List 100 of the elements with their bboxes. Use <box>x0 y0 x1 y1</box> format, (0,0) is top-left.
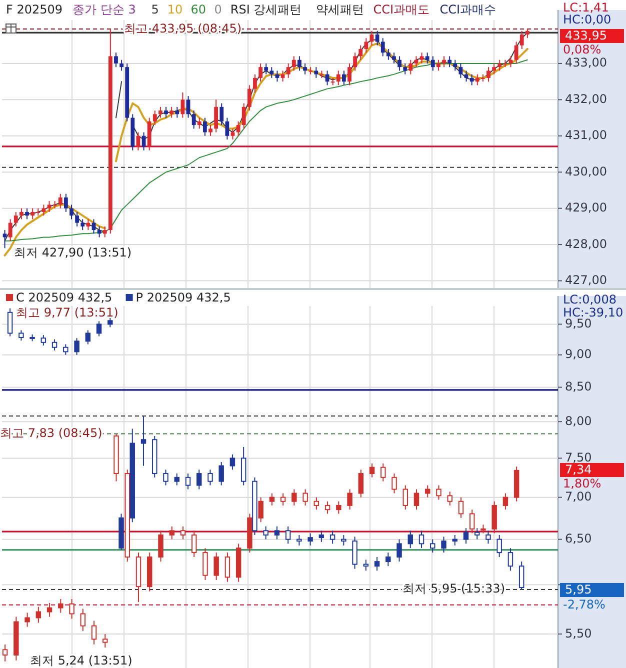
candlestick <box>225 117 230 140</box>
text: 433,95 <box>565 28 607 42</box>
candlestick <box>314 66 318 78</box>
text: LC:1,41 <box>563 0 609 14</box>
y-tick-label: 7,50 <box>565 450 592 464</box>
candlestick <box>448 56 452 68</box>
candlestick <box>342 70 346 86</box>
text: 약세패턴 <box>316 2 364 16</box>
candlestick <box>25 208 29 220</box>
candlestick <box>136 132 140 151</box>
candlestick <box>308 66 313 75</box>
candlestick <box>114 52 118 68</box>
annotation: 최고 7,83 (08:45) <box>0 426 102 440</box>
y-tick-label: 8,50 <box>565 380 592 394</box>
candlestick <box>420 52 424 64</box>
candlestick <box>286 62 290 78</box>
candlestick <box>264 62 268 75</box>
y-tick-label: 430,00 <box>565 164 607 178</box>
y-tick-label: 6,50 <box>565 532 592 546</box>
candlestick <box>430 56 435 72</box>
candlestick <box>398 56 402 72</box>
text: 60 <box>190 2 206 16</box>
candlestick <box>120 59 124 72</box>
candlestick <box>442 56 446 68</box>
text: -2,78% <box>563 597 606 612</box>
candlestick <box>52 200 57 209</box>
text: 5,95 <box>565 582 592 596</box>
candlestick <box>20 208 24 220</box>
text: CCI과매도 <box>373 2 430 16</box>
candlestick <box>242 102 246 130</box>
candlestick <box>403 62 408 75</box>
candlestick <box>270 66 274 78</box>
text: HC:0,00 <box>563 12 612 26</box>
candlestick <box>47 200 52 212</box>
y-tick-label: 428,00 <box>565 236 607 251</box>
text: 7,34 <box>565 462 592 476</box>
candlestick <box>303 62 307 75</box>
candlestick <box>353 52 358 72</box>
y-tick-label: 432,00 <box>565 92 607 106</box>
candlestick <box>220 102 224 126</box>
candlestick <box>336 70 340 86</box>
text: 0 <box>214 2 222 16</box>
candlestick <box>175 106 180 118</box>
candlestick <box>70 204 74 220</box>
y-tick-label: 433,00 <box>565 56 607 70</box>
y-tick-label: 5,50 <box>565 626 592 640</box>
candlestick <box>2 230 7 249</box>
annotation: 최고 433,95 (08:45) <box>124 21 242 36</box>
candlestick <box>142 132 146 151</box>
text: 10 <box>167 2 183 16</box>
y-tick-label: 7,00 <box>565 490 592 504</box>
candlestick <box>358 44 363 60</box>
annotation: 최저 427,90 (13:51) <box>14 245 132 260</box>
candlestick <box>80 218 85 231</box>
candlestick <box>253 74 257 93</box>
y-tick-label: 431,00 <box>565 128 607 142</box>
y-tick-label: 9,00 <box>565 347 592 362</box>
candlestick <box>514 41 518 64</box>
y-tick-label: 8,00 <box>565 414 592 428</box>
candlestick <box>152 110 157 126</box>
candlestick <box>192 110 196 130</box>
candlestick <box>425 52 430 64</box>
candlestick <box>236 120 240 136</box>
candlestick <box>58 193 62 209</box>
text: CCI과매수 <box>440 2 496 16</box>
candlestick <box>75 211 80 227</box>
annotation: 최저 5,95 (15:33) <box>402 582 505 596</box>
candlestick <box>408 59 413 75</box>
candlestick <box>364 38 368 54</box>
candlestick <box>292 56 296 72</box>
candlestick <box>247 84 252 112</box>
candlestick <box>102 226 107 238</box>
candlestick <box>380 38 385 57</box>
text: RSI 강세패턴 <box>230 2 302 16</box>
candlestick <box>86 218 90 231</box>
candlestick <box>258 62 262 82</box>
candlestick <box>458 62 463 78</box>
candlestick <box>8 218 12 242</box>
candlestick <box>298 56 302 72</box>
candlestick <box>436 59 440 72</box>
y-tick-label: 427,00 <box>565 273 607 288</box>
candlestick <box>64 193 68 212</box>
candlestick <box>158 106 162 118</box>
candlestick <box>170 106 174 118</box>
text: LC:0,008 <box>563 292 616 306</box>
candlestick <box>14 211 18 227</box>
text: 0,08% <box>563 42 602 56</box>
annotation: 최저 5,24 (13:51) <box>30 653 132 668</box>
candlestick <box>453 59 458 72</box>
legend-label: C 202509 432,5 <box>16 290 112 304</box>
annotation: 최고 9,77 (13:51) <box>16 305 118 320</box>
candlestick <box>486 66 490 82</box>
candlestick <box>202 117 207 136</box>
candlestick <box>470 74 474 86</box>
candlestick <box>492 62 496 75</box>
candlestick <box>348 62 352 86</box>
candlestick <box>386 48 390 60</box>
text: 5 <box>151 2 159 16</box>
candlestick <box>186 96 190 118</box>
y-tick-label: 429,00 <box>565 200 607 215</box>
